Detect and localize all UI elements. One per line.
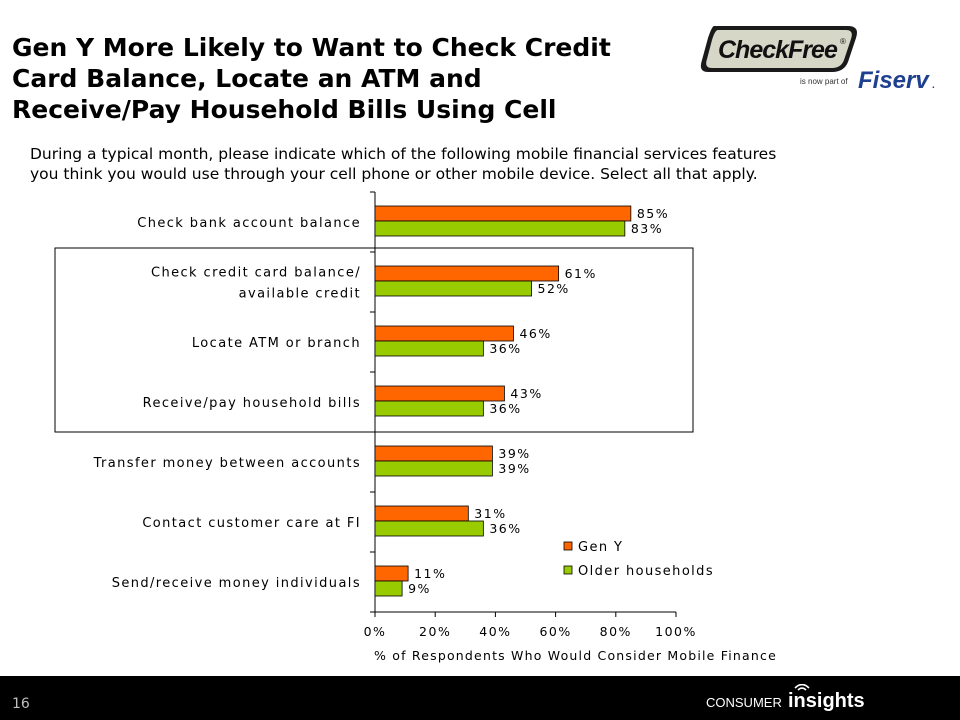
bar-gen-y	[374, 205, 632, 222]
category-label: Contact customer care at FI	[142, 516, 361, 531]
bar-value-label: 43%	[510, 386, 542, 401]
svg-text:®: ®	[840, 37, 846, 46]
category-label: Check credit card balance/	[151, 266, 361, 281]
x-tick-label: 80%	[600, 624, 632, 639]
x-tick-label: 0%	[364, 624, 387, 639]
bar-value-label: 61%	[565, 266, 597, 281]
x-tick-label: 100%	[655, 624, 697, 639]
bar-older-households	[374, 460, 493, 477]
bar-value-label: 36%	[489, 521, 521, 536]
bar-older-households	[374, 220, 626, 237]
bar-gen-y	[374, 505, 469, 522]
bar-value-label: 31%	[474, 506, 506, 521]
legend-swatch	[563, 541, 573, 551]
question-line: you think you would use through your cel…	[30, 165, 758, 183]
category-label: Receive/pay household bills	[143, 396, 361, 411]
svg-text:.: .	[932, 80, 935, 91]
bar-value-label: 39%	[498, 461, 530, 476]
category-label: Locate ATM or branch	[192, 336, 361, 351]
bar-value-label: 83%	[631, 221, 663, 236]
bar-value-label: 52%	[538, 281, 570, 296]
bar-gen-y	[374, 265, 560, 282]
category-label: available credit	[239, 287, 361, 302]
bar-older-households	[374, 280, 532, 297]
question-text: During a typical month, please indicate …	[30, 144, 940, 184]
checkfree-wordmark: CheckFree	[718, 36, 838, 64]
x-tick-label: 20%	[419, 624, 451, 639]
legend-label: Gen Y	[578, 540, 623, 555]
legend-label: Older households	[578, 564, 714, 579]
bar-value-label: 9%	[408, 581, 431, 596]
title-line: Gen Y More Likely to Want to Check Credi…	[12, 33, 611, 62]
page-number: 16	[12, 696, 30, 712]
checkfree-fiserv-logo: CheckFree ® is now part of Fiserv .	[700, 18, 950, 98]
bar-value-label: 36%	[489, 341, 521, 356]
bar-older-households	[374, 400, 484, 417]
bar-older-households	[374, 340, 484, 357]
fiserv-wordmark: Fiserv	[858, 67, 930, 94]
bar-gen-y	[374, 325, 514, 342]
category-label: Check bank account balance	[137, 216, 361, 231]
bar-older-households	[374, 520, 484, 537]
bar-older-households	[374, 580, 403, 597]
bar-value-label: 85%	[637, 206, 669, 221]
bar-value-label: 39%	[498, 446, 530, 461]
title-line: Receive/Pay Household Bills Using Cell	[12, 95, 557, 124]
bar-gen-y	[374, 445, 493, 462]
bar-gen-y	[374, 565, 409, 582]
svg-text:CONSUMER: CONSUMER	[706, 695, 782, 710]
bar-value-label: 46%	[519, 326, 551, 341]
slide-title: Gen Y More Likely to Want to Check Credi…	[12, 32, 702, 125]
consumer-insights-logo: CONSUMER insights	[706, 684, 865, 712]
legend-swatch	[563, 565, 573, 575]
bar-chart: 0% 20% 40% 60% 80% 100% % of Respondents Who W…	[54, 191, 777, 663]
signal-icon	[794, 684, 810, 691]
x-tick-label: 40%	[479, 624, 511, 639]
x-tick-label: 60%	[539, 624, 571, 639]
svg-text:insights: insights	[788, 690, 865, 712]
bar-value-label: 36%	[489, 401, 521, 416]
footer-bar: 16 CONSUMER insights	[0, 676, 960, 720]
question-line: During a typical month, please indicate …	[30, 145, 777, 163]
title-line: Card Balance, Locate an ATM and	[12, 64, 482, 93]
x-axis-title: % of Respondents Who Would Consider Mobi…	[374, 648, 777, 663]
category-label: Transfer money between accounts	[93, 456, 361, 471]
bar-value-label: 11%	[414, 566, 446, 581]
category-label: Send/receive money individuals	[112, 576, 361, 591]
is-now-part-of-text: is now part of	[800, 77, 848, 86]
bar-gen-y	[374, 385, 505, 402]
